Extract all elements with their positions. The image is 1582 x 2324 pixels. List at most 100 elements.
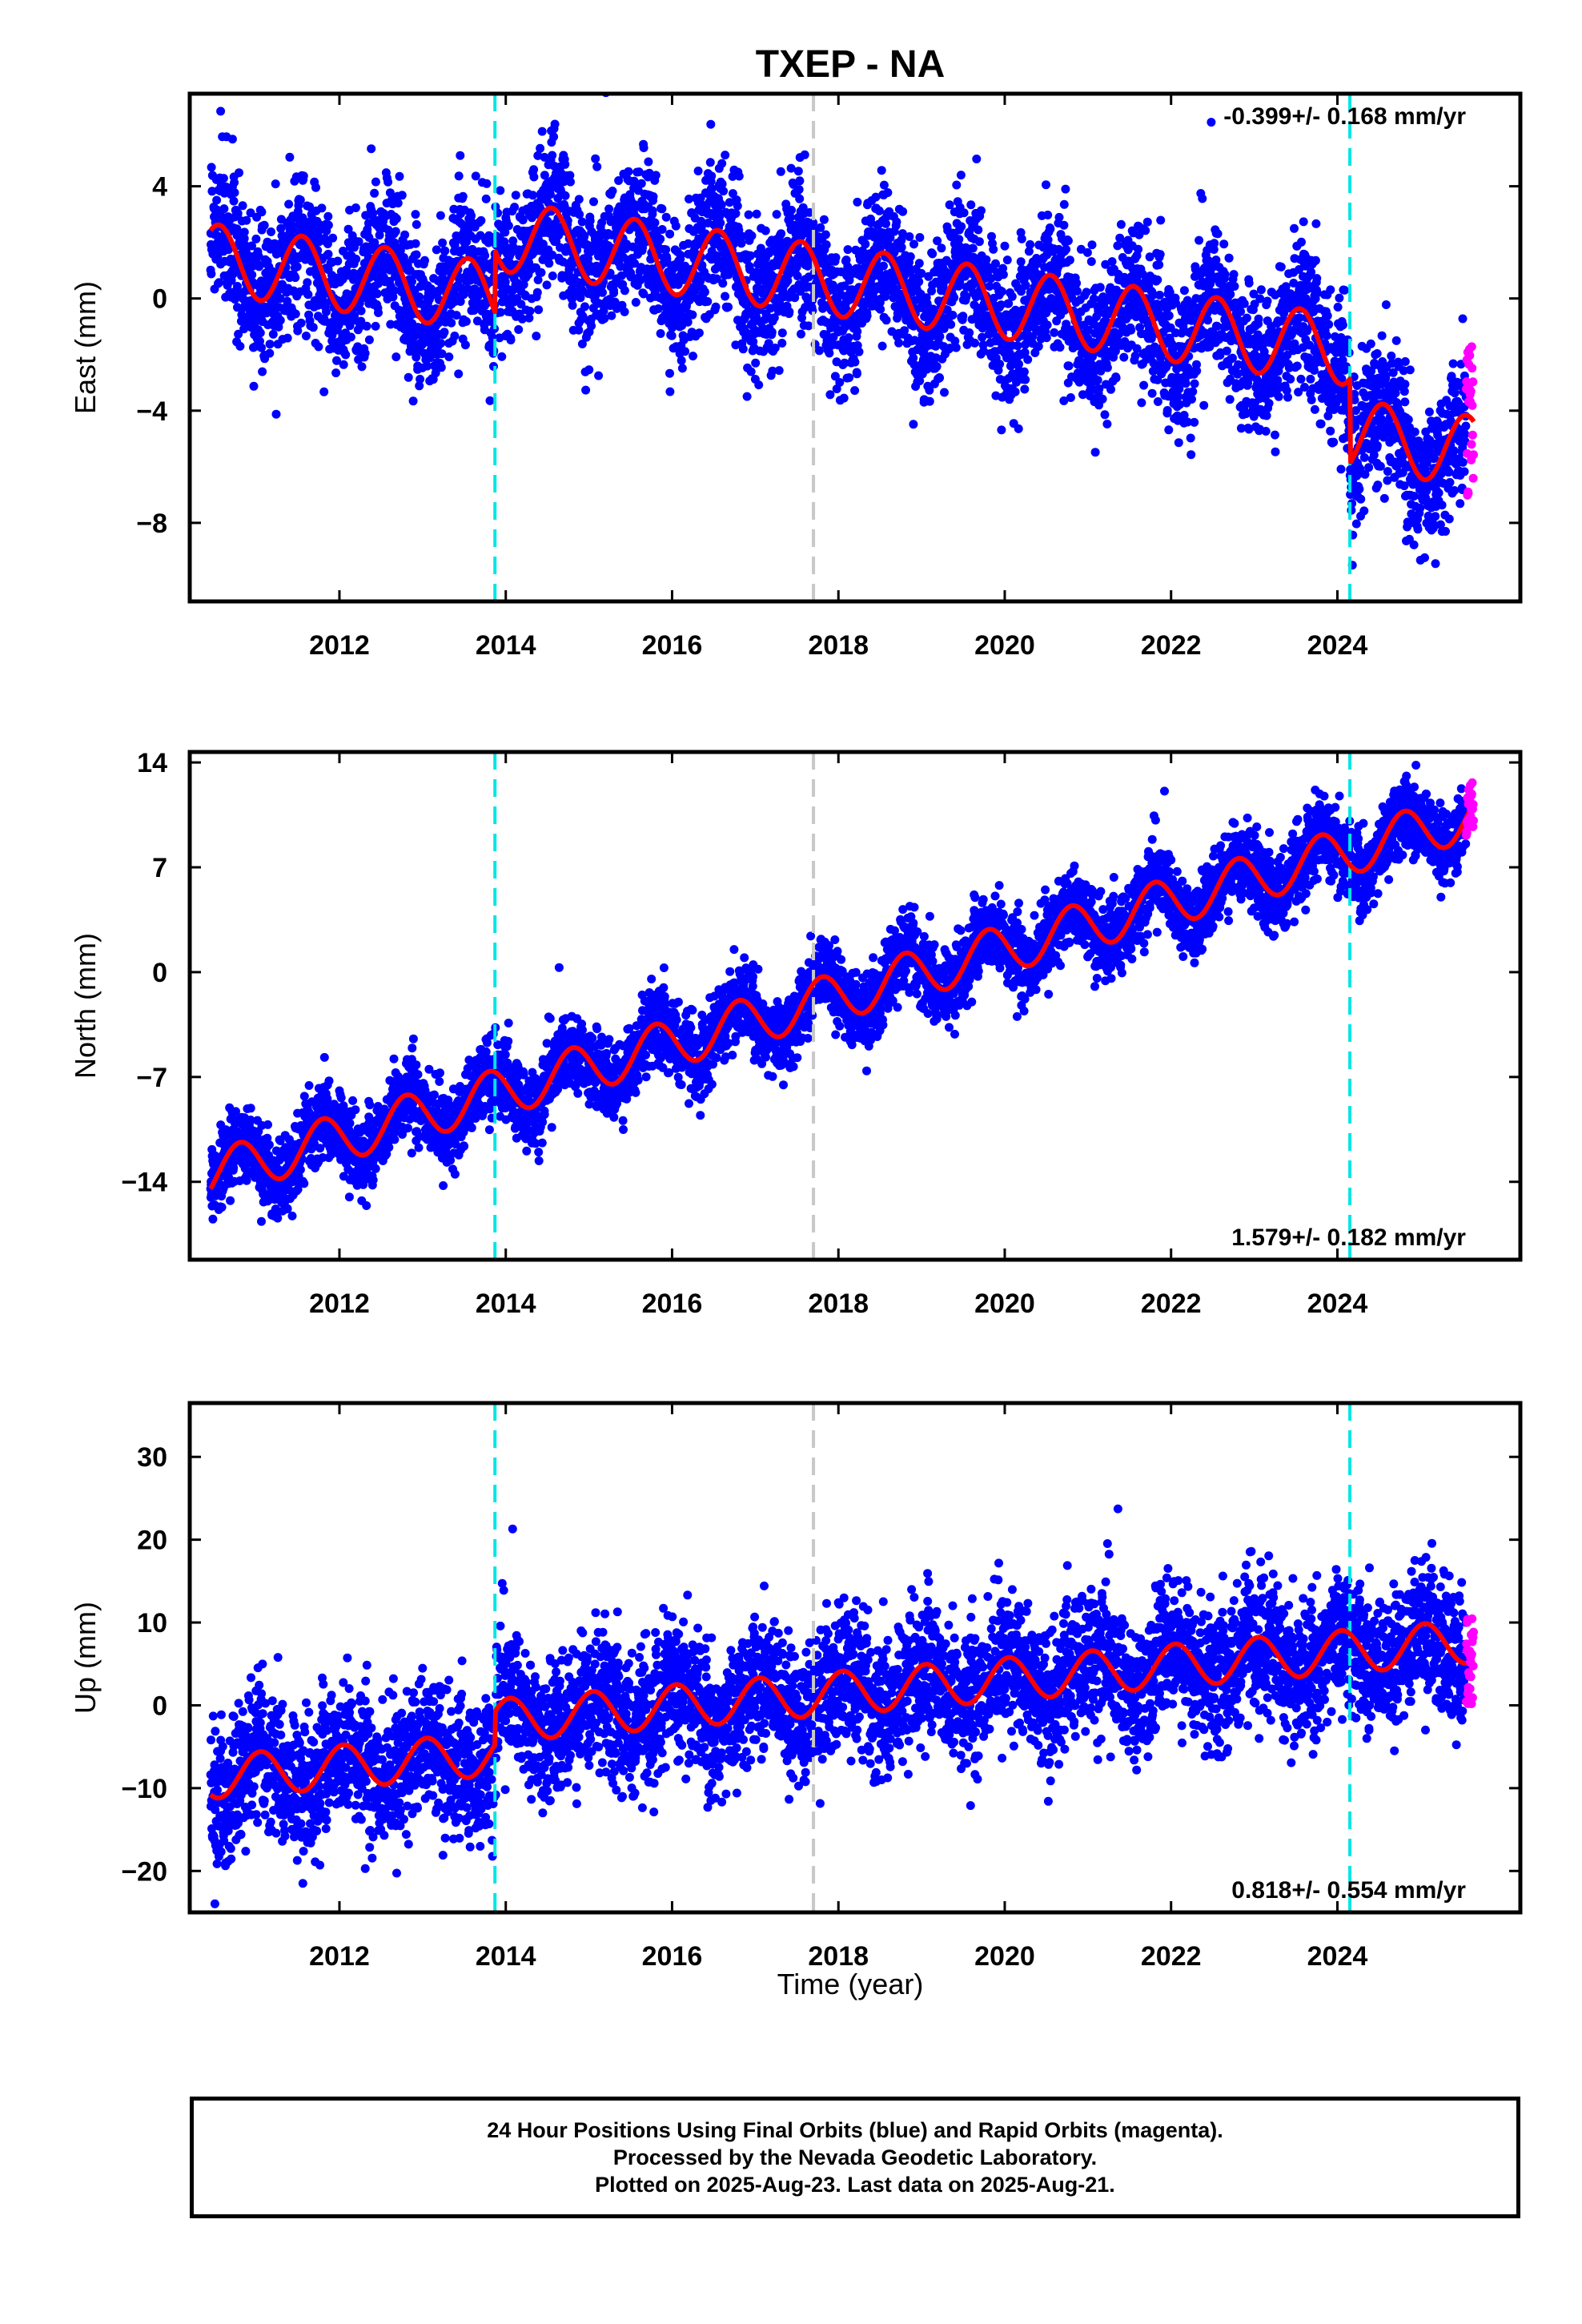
final-orbit-point bbox=[538, 239, 548, 249]
final-orbit-point bbox=[693, 167, 703, 175]
final-orbit-point bbox=[412, 219, 421, 229]
final-orbit-point bbox=[233, 208, 243, 218]
final-orbit-point bbox=[653, 304, 663, 313]
final-orbit-point bbox=[1139, 380, 1149, 390]
final-orbit-point bbox=[1007, 292, 1017, 301]
final-orbit-point bbox=[233, 303, 242, 312]
final-orbit-point bbox=[1262, 411, 1271, 420]
final-orbit-point bbox=[1366, 339, 1375, 348]
final-orbit-point bbox=[427, 284, 436, 294]
final-orbit-point bbox=[751, 358, 761, 368]
final-orbit-point bbox=[1296, 374, 1306, 384]
final-orbit-point bbox=[914, 259, 924, 268]
final-orbit-point bbox=[661, 212, 671, 222]
final-orbit-point bbox=[537, 127, 547, 136]
final-orbit-point bbox=[1339, 285, 1349, 295]
final-orbit-point bbox=[1034, 342, 1043, 351]
final-orbit-point bbox=[581, 385, 591, 395]
final-orbit-point bbox=[1229, 270, 1239, 279]
final-orbit-point bbox=[592, 162, 602, 171]
final-orbit-point bbox=[879, 261, 888, 271]
final-orbit-point bbox=[1220, 270, 1230, 279]
final-orbit-point bbox=[235, 341, 245, 351]
final-orbit-point bbox=[534, 305, 544, 315]
final-orbit-point bbox=[900, 326, 909, 336]
final-orbit-point bbox=[460, 340, 470, 350]
final-orbit-point bbox=[879, 180, 889, 190]
final-orbit-point bbox=[580, 231, 589, 241]
final-orbit-point bbox=[577, 217, 587, 227]
final-orbit-point bbox=[257, 343, 266, 352]
final-orbit-point bbox=[816, 223, 825, 232]
final-orbit-point bbox=[681, 347, 690, 356]
final-orbit-point bbox=[357, 362, 367, 372]
final-orbit-point bbox=[212, 195, 222, 205]
final-orbit-point bbox=[328, 233, 338, 243]
final-orbit-point bbox=[257, 207, 267, 217]
final-orbit-point bbox=[998, 287, 1006, 296]
final-orbit-point bbox=[1311, 255, 1320, 265]
final-orbit-point bbox=[705, 158, 715, 167]
final-orbit-point bbox=[356, 306, 366, 316]
final-orbit-point bbox=[420, 255, 429, 265]
final-orbit-point bbox=[285, 152, 295, 162]
final-orbit-point bbox=[299, 171, 308, 181]
final-orbit-point bbox=[331, 368, 341, 378]
final-orbit-point bbox=[795, 194, 805, 203]
final-orbit-point bbox=[1063, 236, 1073, 246]
final-orbit-point bbox=[1186, 450, 1196, 460]
final-orbit-point bbox=[1261, 427, 1271, 436]
final-orbit-point bbox=[292, 262, 302, 271]
final-orbit-point bbox=[898, 207, 908, 216]
final-orbit-point bbox=[657, 204, 667, 214]
final-orbit-point bbox=[323, 239, 332, 248]
final-orbit-point bbox=[580, 302, 589, 312]
final-orbit-point bbox=[575, 210, 584, 219]
final-orbit-point bbox=[1225, 395, 1235, 404]
final-orbit-point bbox=[404, 372, 413, 382]
final-orbit-point bbox=[1072, 287, 1082, 296]
final-orbit-point bbox=[425, 304, 435, 313]
final-orbit-point bbox=[744, 210, 753, 219]
final-orbit-point bbox=[1086, 257, 1096, 267]
final-orbit-point bbox=[718, 279, 728, 288]
final-orbit-point bbox=[677, 364, 687, 373]
final-orbit-point bbox=[717, 159, 727, 168]
figure-title: TXEP - NA bbox=[756, 43, 945, 86]
final-orbit-point bbox=[787, 205, 796, 215]
final-orbit-point bbox=[400, 230, 410, 239]
final-orbit-point bbox=[877, 166, 886, 175]
final-orbit-point bbox=[1154, 260, 1164, 270]
final-orbit-point bbox=[697, 223, 706, 232]
final-orbit-point bbox=[639, 289, 648, 299]
final-orbit-point bbox=[614, 176, 624, 185]
final-orbit-point bbox=[764, 339, 773, 348]
final-orbit-point bbox=[550, 119, 560, 129]
final-orbit-point bbox=[362, 321, 371, 331]
final-orbit-point bbox=[905, 252, 915, 261]
final-orbit-point bbox=[496, 186, 505, 195]
final-orbit-point bbox=[251, 234, 261, 243]
final-orbit-point bbox=[644, 157, 653, 167]
final-orbit-point bbox=[696, 276, 705, 286]
final-orbit-point bbox=[275, 294, 285, 304]
final-orbit-point bbox=[295, 195, 305, 205]
final-orbit-point bbox=[332, 356, 341, 365]
final-orbit-point bbox=[951, 343, 961, 352]
final-orbit-point bbox=[667, 331, 677, 340]
final-orbit-point bbox=[1222, 346, 1231, 356]
final-orbit-point bbox=[894, 338, 904, 348]
final-orbit-point bbox=[517, 314, 527, 324]
final-orbit-point bbox=[747, 231, 757, 240]
final-orbit-point bbox=[719, 187, 729, 196]
final-orbit-point bbox=[549, 132, 559, 142]
final-orbit-point bbox=[268, 329, 278, 339]
final-orbit-point bbox=[1137, 398, 1146, 408]
final-orbit-point bbox=[532, 332, 541, 341]
final-orbit-point bbox=[1263, 296, 1272, 306]
final-orbit-point bbox=[1236, 307, 1246, 316]
final-orbit-point bbox=[1164, 425, 1174, 435]
final-orbit-point bbox=[768, 366, 777, 376]
final-orbit-point bbox=[712, 274, 721, 283]
final-orbit-point bbox=[542, 280, 552, 290]
